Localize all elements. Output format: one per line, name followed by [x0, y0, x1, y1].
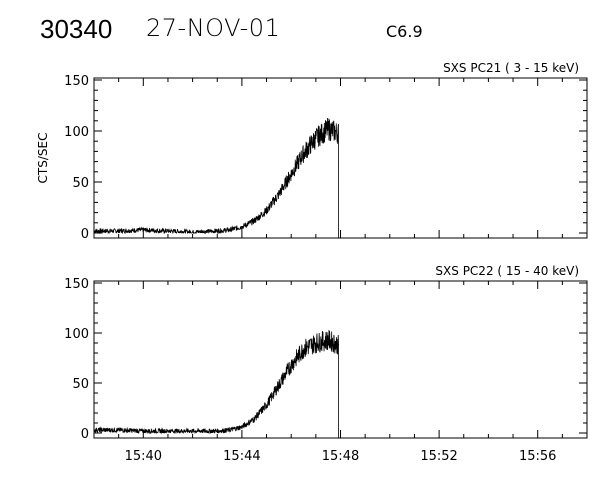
data-point — [302, 152, 305, 155]
y-axis-label: CTS/SEC — [36, 133, 50, 184]
data-point — [265, 209, 268, 212]
x-tick-label: 15:52 — [420, 449, 457, 464]
data-point — [241, 426, 243, 428]
data-point — [253, 418, 255, 420]
data-point — [228, 429, 231, 431]
y-tick-label: 50 — [72, 377, 89, 392]
data-point — [290, 173, 292, 175]
data-point — [290, 364, 292, 366]
data-point — [337, 344, 340, 346]
y-tick-label: 0 — [81, 427, 89, 442]
x-tick-label: 15:56 — [519, 449, 556, 464]
data-point — [192, 430, 194, 432]
data-point — [278, 384, 280, 386]
plot-title-2: SXS PC22 ( 15 - 40 keV) — [435, 264, 579, 278]
data-point — [93, 429, 95, 431]
data-point — [142, 430, 144, 432]
series-line-2-1 — [93, 330, 339, 438]
data-point — [315, 342, 317, 344]
y-tick-label: 50 — [72, 176, 89, 191]
plot-frame-1 — [93, 77, 588, 239]
y-tick-label: 150 — [64, 74, 89, 89]
data-point — [228, 229, 231, 231]
data-point — [167, 430, 169, 432]
data-point — [241, 226, 243, 228]
data-point — [327, 339, 329, 341]
data-point — [278, 193, 280, 195]
data-point — [265, 404, 268, 406]
plot-frame-2 — [93, 280, 588, 439]
data-point — [253, 220, 255, 222]
data-point — [93, 230, 95, 232]
y-tick-label: 100 — [64, 125, 89, 140]
data-point — [167, 230, 169, 232]
event-date: 27-NOV-01 — [146, 14, 281, 42]
data-point — [216, 230, 218, 232]
y-tick-label: 150 — [64, 277, 89, 292]
y-tick-label: 100 — [64, 327, 89, 342]
data-point — [142, 229, 144, 231]
series-line-1-1 — [93, 118, 339, 238]
flare-class: C6.9 — [386, 22, 423, 41]
x-tick-label: 15:44 — [223, 449, 260, 464]
x-tick-label: 15:48 — [322, 449, 359, 464]
data-point — [216, 430, 218, 432]
data-point — [302, 348, 305, 350]
data-point — [118, 429, 120, 431]
data-point — [118, 230, 120, 232]
x-tick-label: 15:40 — [125, 449, 162, 464]
data-point — [337, 132, 340, 134]
data-point — [192, 231, 194, 233]
data-point — [327, 128, 329, 130]
event-id: 30340 — [40, 14, 113, 44]
y-tick-label: 0 — [81, 227, 89, 242]
plot-title-1: SXS PC21 ( 3 - 15 keV) — [443, 61, 579, 75]
data-point — [315, 137, 317, 139]
